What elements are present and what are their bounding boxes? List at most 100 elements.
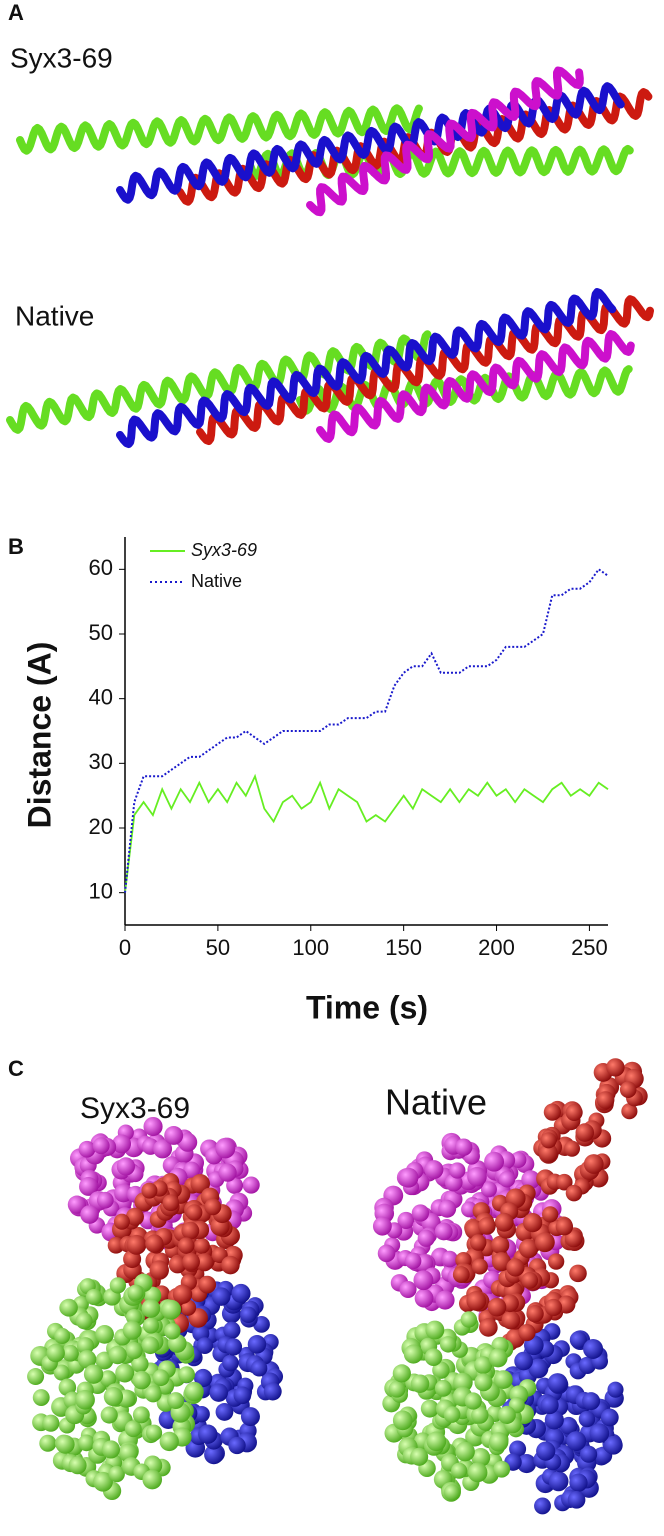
atom [491, 1235, 510, 1255]
atom [167, 1392, 185, 1410]
atom [426, 1431, 447, 1452]
atom [528, 1358, 549, 1379]
atom [404, 1252, 422, 1270]
atom [141, 1299, 161, 1318]
atom [228, 1436, 246, 1455]
atom [184, 1381, 204, 1402]
atom [417, 1229, 435, 1247]
atom [198, 1275, 217, 1294]
atom [567, 1490, 586, 1509]
atom [439, 1336, 457, 1353]
atom [76, 1337, 95, 1355]
atom [488, 1432, 509, 1452]
atom [518, 1238, 539, 1259]
legend-label: Syx3-69 [191, 540, 257, 560]
atom [521, 1272, 539, 1289]
atom [464, 1392, 482, 1410]
x-tick-label: 50 [206, 935, 230, 960]
atom [438, 1199, 457, 1218]
data-line [124, 773, 609, 893]
helix [316, 330, 635, 443]
atom [544, 1298, 563, 1317]
atom [162, 1194, 180, 1212]
atom [565, 1103, 583, 1122]
atom [517, 1454, 537, 1474]
atom [443, 1484, 460, 1501]
atom [54, 1327, 71, 1344]
atom [547, 1373, 568, 1394]
atom [198, 1424, 218, 1444]
atom [127, 1284, 144, 1301]
atom [143, 1116, 163, 1137]
atom [569, 1264, 587, 1283]
atom [441, 1250, 458, 1268]
atom [523, 1212, 543, 1233]
atom [250, 1360, 268, 1377]
atom [484, 1151, 505, 1172]
atom [159, 1431, 179, 1452]
atom [223, 1321, 241, 1339]
atom [125, 1308, 142, 1326]
atom [108, 1465, 125, 1483]
y-tick-label: 30 [89, 749, 113, 774]
atom [240, 1306, 257, 1323]
atom [67, 1195, 87, 1214]
atom [131, 1355, 149, 1373]
atom [126, 1234, 147, 1255]
atom [85, 1288, 103, 1306]
atom [413, 1270, 434, 1291]
y-axis-label: Distance (A) [21, 642, 57, 829]
atom [193, 1237, 210, 1254]
atom [242, 1176, 260, 1194]
atom [493, 1460, 511, 1478]
atom [410, 1374, 430, 1393]
atom [563, 1140, 581, 1157]
atom [399, 1280, 417, 1299]
atom [411, 1204, 430, 1222]
atom [575, 1123, 595, 1142]
atom [144, 1385, 162, 1403]
atom [566, 1431, 587, 1451]
atom [103, 1387, 124, 1407]
atom [78, 1434, 95, 1452]
atom [580, 1445, 598, 1463]
atom [403, 1344, 423, 1364]
atom [62, 1344, 79, 1362]
y-tick-label: 60 [89, 555, 113, 580]
structure-caption: Native [385, 1082, 487, 1123]
atom [487, 1297, 507, 1317]
atom [109, 1277, 127, 1294]
atom [453, 1372, 473, 1393]
atom [460, 1311, 478, 1328]
atom [100, 1406, 118, 1424]
atom [583, 1338, 604, 1359]
atom [116, 1157, 136, 1176]
atom [469, 1234, 487, 1251]
atom [555, 1218, 574, 1236]
atom [178, 1366, 196, 1384]
atom [564, 1229, 583, 1248]
atom [488, 1348, 508, 1368]
atom [443, 1406, 461, 1423]
atom [451, 1462, 468, 1479]
x-tick-label: 100 [292, 935, 329, 960]
atom [479, 1318, 498, 1337]
atom [491, 1252, 511, 1272]
atom [498, 1171, 516, 1188]
atom [449, 1162, 466, 1179]
atom [80, 1205, 99, 1224]
atom [75, 1312, 93, 1330]
atom [534, 1232, 555, 1253]
atom [414, 1288, 434, 1308]
atom [536, 1441, 556, 1461]
data-line [124, 567, 609, 893]
atom [506, 1258, 525, 1277]
atom [434, 1222, 453, 1241]
atom [542, 1206, 559, 1223]
atom [149, 1260, 169, 1280]
atom [125, 1341, 143, 1360]
atom [215, 1403, 234, 1421]
atom [96, 1191, 114, 1209]
atom [32, 1389, 50, 1407]
